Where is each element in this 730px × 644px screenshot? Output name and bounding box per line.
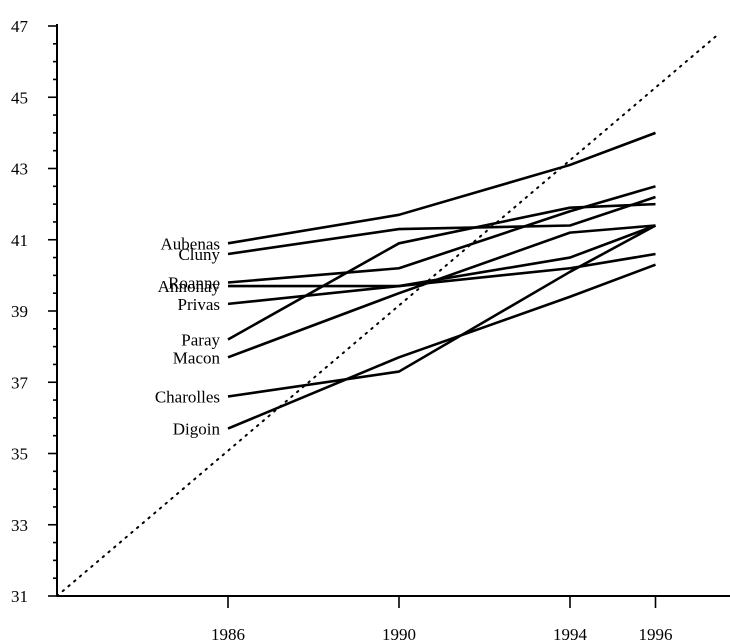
series-line-aubenas	[227, 131, 656, 245]
y-tick-label: 37	[11, 373, 29, 392]
x-tick-label: 1994	[553, 625, 588, 644]
series-line-macon	[227, 224, 656, 359]
series-label-aubenas: Aubenas	[161, 234, 220, 253]
y-tick-label: 39	[11, 302, 28, 321]
series-line-annonay	[228, 252, 656, 288]
y-tick-label: 45	[11, 88, 28, 107]
series-line-privas	[227, 224, 656, 306]
y-tick-label: 31	[11, 587, 28, 606]
series-label-paray: Paray	[181, 331, 220, 350]
y-tick-label: 33	[11, 516, 28, 535]
series-line-charolles	[227, 224, 657, 398]
x-tick-label: 1990	[382, 625, 416, 644]
series-line-cluny	[227, 195, 656, 256]
x-tick-label: 1996	[639, 625, 673, 644]
reference-line	[56, 32, 721, 597]
y-tick-label: 35	[11, 445, 28, 464]
series-line-roanne	[227, 185, 656, 284]
series-line-paray	[227, 202, 656, 341]
series-label-charolles: Charolles	[155, 388, 220, 407]
y-tick-label: 47	[11, 17, 29, 36]
y-tick-label: 43	[11, 160, 28, 179]
series-label-cluny: Cluny	[178, 245, 220, 264]
series-label-roanne: Roanne	[168, 274, 220, 293]
series-label-annonay: Annonay	[158, 277, 221, 296]
series-label-digoin: Digoin	[173, 420, 221, 439]
series-line-digoin	[227, 263, 656, 430]
series-label-macon: Macon	[173, 348, 221, 367]
series-label-privas: Privas	[178, 295, 221, 314]
y-tick-label: 41	[11, 231, 28, 250]
x-tick-label: 1986	[211, 625, 245, 644]
